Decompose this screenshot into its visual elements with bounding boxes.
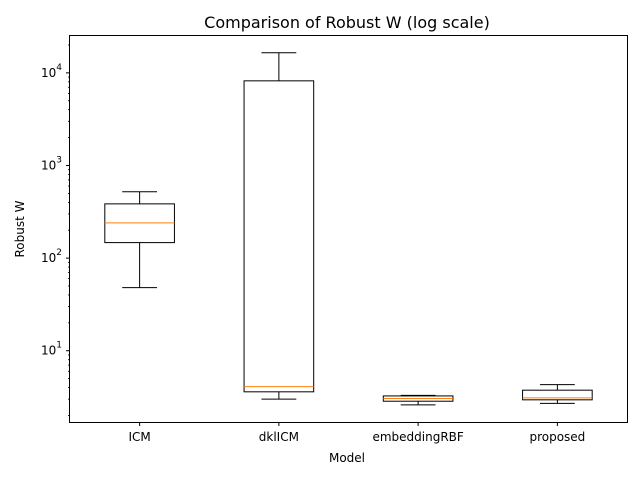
y-tick-label: 102 — [41, 248, 62, 265]
x-tick-label: dklICM — [259, 430, 299, 444]
x-tick-label: ICM — [128, 430, 150, 444]
y-tick-label: 103 — [41, 155, 62, 172]
y-tick-label: 101 — [41, 341, 62, 358]
x-axis-label: Model — [329, 451, 365, 465]
y-tick-label: 104 — [41, 63, 62, 80]
y-tick-label-base: 10 — [41, 66, 56, 80]
y-axis-label: Robust W — [13, 200, 27, 257]
box-iqr — [243, 80, 315, 393]
y-tick-label-exponent: 2 — [56, 248, 62, 258]
y-tick-label-base: 10 — [41, 344, 56, 358]
x-tick-label: embeddingRBF — [372, 430, 463, 444]
chart-title: Comparison of Robust W (log scale) — [204, 13, 490, 32]
box-iqr — [522, 389, 593, 401]
y-tick-label-base: 10 — [41, 158, 56, 172]
axes-frame — [69, 35, 628, 423]
y-tick-label-exponent: 4 — [56, 63, 62, 73]
y-tick-label-exponent: 1 — [56, 341, 62, 351]
y-tick-label-base: 10 — [41, 251, 56, 265]
y-tick-label-exponent: 3 — [56, 155, 62, 165]
x-tick-label: proposed — [529, 430, 585, 444]
